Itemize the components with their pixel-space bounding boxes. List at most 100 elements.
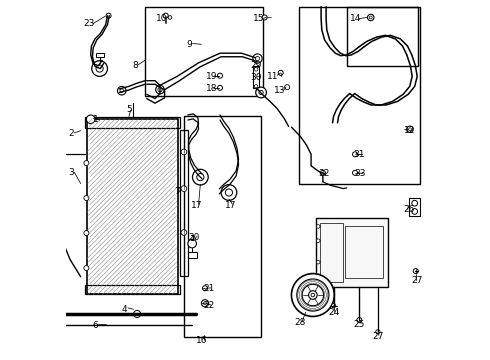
Text: 19: 19 bbox=[206, 72, 218, 81]
Text: 31: 31 bbox=[354, 150, 365, 159]
Text: 12: 12 bbox=[404, 126, 415, 135]
Text: 25: 25 bbox=[354, 320, 365, 329]
Text: 14: 14 bbox=[350, 14, 362, 23]
Bar bbox=[145, 8, 263, 96]
Bar bbox=[298, 8, 420, 184]
Bar bbox=[409, 198, 420, 216]
Circle shape bbox=[376, 330, 380, 334]
Circle shape bbox=[278, 70, 283, 75]
Text: 32: 32 bbox=[318, 169, 329, 178]
Circle shape bbox=[320, 170, 325, 175]
Text: 17: 17 bbox=[191, 201, 202, 210]
Text: 13: 13 bbox=[274, 86, 286, 95]
Circle shape bbox=[317, 239, 320, 243]
Circle shape bbox=[202, 286, 207, 291]
Text: 10: 10 bbox=[156, 14, 168, 23]
Text: 20: 20 bbox=[189, 233, 200, 242]
Circle shape bbox=[331, 303, 336, 308]
Circle shape bbox=[357, 318, 362, 323]
Circle shape bbox=[201, 300, 209, 307]
Circle shape bbox=[225, 189, 232, 196]
Circle shape bbox=[221, 185, 237, 201]
Bar bbox=[345, 226, 383, 278]
Text: 26: 26 bbox=[404, 205, 415, 214]
Circle shape bbox=[413, 269, 418, 274]
Text: 33: 33 bbox=[354, 169, 366, 178]
Circle shape bbox=[134, 310, 141, 318]
Circle shape bbox=[254, 67, 258, 71]
Circle shape bbox=[181, 149, 187, 155]
Text: 4: 4 bbox=[122, 305, 127, 314]
Circle shape bbox=[84, 230, 89, 235]
Circle shape bbox=[368, 14, 374, 21]
Circle shape bbox=[317, 275, 320, 278]
Bar bbox=[85, 117, 180, 128]
Circle shape bbox=[120, 89, 123, 93]
Circle shape bbox=[181, 230, 187, 235]
Text: 9: 9 bbox=[187, 40, 193, 49]
Text: 6: 6 bbox=[92, 321, 98, 330]
Circle shape bbox=[218, 73, 222, 78]
Circle shape bbox=[297, 279, 329, 311]
Text: 8: 8 bbox=[132, 61, 138, 70]
Circle shape bbox=[197, 174, 204, 181]
Text: 22: 22 bbox=[204, 301, 215, 310]
Text: 1: 1 bbox=[93, 116, 99, 125]
Circle shape bbox=[168, 16, 172, 19]
Circle shape bbox=[106, 13, 111, 18]
Text: 16: 16 bbox=[196, 336, 208, 345]
Circle shape bbox=[84, 266, 89, 271]
Circle shape bbox=[256, 87, 267, 98]
Bar bbox=[253, 66, 259, 88]
Bar bbox=[184, 116, 261, 337]
Circle shape bbox=[84, 161, 89, 166]
Circle shape bbox=[193, 169, 208, 185]
Circle shape bbox=[163, 13, 168, 18]
Circle shape bbox=[309, 291, 317, 299]
Circle shape bbox=[188, 239, 196, 248]
Circle shape bbox=[317, 260, 320, 264]
Circle shape bbox=[156, 85, 164, 94]
Bar bbox=[96, 53, 103, 57]
Circle shape bbox=[86, 115, 95, 123]
Text: 7: 7 bbox=[174, 187, 180, 196]
Circle shape bbox=[302, 284, 323, 306]
Circle shape bbox=[407, 126, 413, 132]
Bar bbox=[180, 130, 188, 276]
Text: 27: 27 bbox=[412, 276, 423, 285]
Circle shape bbox=[84, 195, 89, 201]
Text: 27: 27 bbox=[372, 332, 384, 341]
Circle shape bbox=[285, 85, 290, 90]
Circle shape bbox=[352, 170, 358, 175]
Circle shape bbox=[369, 16, 372, 19]
Text: 23: 23 bbox=[83, 19, 95, 28]
Circle shape bbox=[181, 186, 187, 192]
Circle shape bbox=[262, 15, 267, 20]
Circle shape bbox=[254, 85, 258, 88]
Circle shape bbox=[259, 90, 263, 95]
Text: 17: 17 bbox=[225, 201, 237, 210]
Circle shape bbox=[311, 293, 315, 297]
Circle shape bbox=[218, 85, 222, 90]
Text: 30: 30 bbox=[250, 73, 262, 82]
Text: 24: 24 bbox=[328, 309, 339, 318]
Circle shape bbox=[352, 152, 358, 157]
Text: 2: 2 bbox=[69, 129, 74, 138]
Circle shape bbox=[412, 201, 417, 206]
Bar bbox=[347, 8, 418, 66]
Circle shape bbox=[255, 57, 260, 61]
Circle shape bbox=[96, 65, 103, 72]
Text: 18: 18 bbox=[206, 84, 218, 93]
Bar bbox=[87, 119, 178, 294]
Bar bbox=[317, 217, 388, 287]
Circle shape bbox=[292, 274, 334, 316]
Text: 11: 11 bbox=[267, 72, 279, 81]
Bar bbox=[85, 285, 180, 294]
Text: 3: 3 bbox=[69, 168, 74, 177]
Circle shape bbox=[412, 208, 417, 214]
Text: 28: 28 bbox=[294, 318, 306, 327]
Text: 29: 29 bbox=[250, 61, 261, 70]
Text: 5: 5 bbox=[126, 105, 132, 114]
Circle shape bbox=[409, 128, 412, 131]
Bar bbox=[188, 252, 197, 258]
